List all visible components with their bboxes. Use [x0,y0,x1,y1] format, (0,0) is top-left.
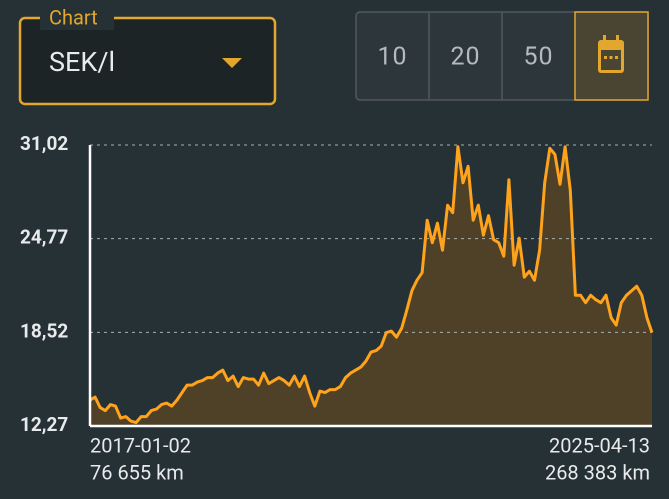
calendar-icon[interactable] [598,35,624,73]
x-end-date: 2025-04-13 [549,433,650,457]
x-end-odometer: 268 383 km [545,460,650,484]
chart: 12,27 18,52 24,77 31,02 2017-01-02 76 655 km 2… [20,132,654,484]
selector-box[interactable] [18,16,277,106]
y-tick-label: 31,02 [20,132,68,155]
chart-selector[interactable]: Chart SEK/l [18,5,277,106]
range-buttons [355,11,649,101]
x-start-odometer: 76 655 km [90,460,184,484]
selector-label: Chart [49,5,98,29]
range-button-labels: 10 20 50 [377,43,553,72]
x-start-date: 2017-01-02 [90,433,191,457]
line [89,145,654,425]
selector-value: SEK/l [49,46,115,78]
y-tick-label: 12,27 [20,413,68,436]
range-button[interactable]: 50 [523,43,553,72]
range-button[interactable]: 20 [450,43,480,72]
range-button[interactable]: 10 [377,43,407,72]
y-tick-label: 18,52 [20,319,68,342]
label-gap [40,8,114,30]
area-fill [90,146,652,427]
y-tick-label: 24,77 [20,226,68,249]
dropdown-arrow[interactable] [222,58,242,68]
